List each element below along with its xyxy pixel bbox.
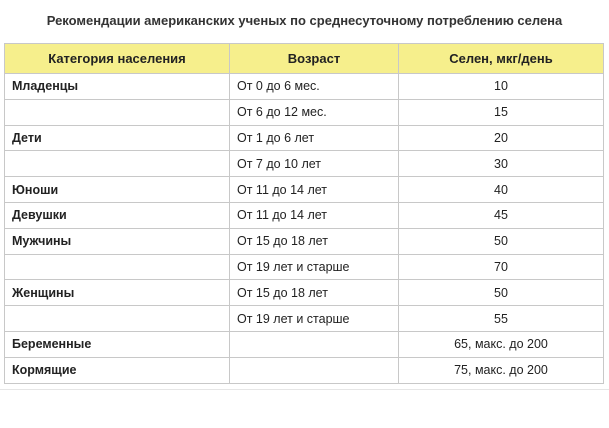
table-cell: 45 [398, 201, 604, 229]
table-cell: От 15 до 18 лет [229, 279, 399, 307]
table-cell: Юноши [4, 176, 230, 203]
header-row: Категория населения Возраст Селен, мкг/ден… [4, 43, 604, 74]
table-cell: 65, макс. до 200 [398, 330, 604, 358]
table-body: Младенцы От 0 до 6 мес. 10 От 6 до 12 мес. 1… [4, 73, 604, 384]
table-row: Кормящие 75, макс. до 200 [4, 356, 604, 384]
table-cell: От 19 лет и старше [229, 253, 399, 281]
table-cell: Девушки [4, 201, 230, 229]
table-cell: 50 [398, 227, 604, 255]
table-cell: От 11 до 14 лет [229, 201, 399, 229]
table-cell [229, 330, 399, 358]
table-row: От 19 лет и старше 70 [4, 253, 604, 281]
table-row: Мужчины От 15 до 18 лет 50 [4, 227, 604, 255]
table-cell: Мужчины [4, 227, 230, 255]
table-cell: 40 [398, 176, 604, 203]
table-cell: От 11 до 14 лет [229, 176, 399, 203]
table-cell: 70 [398, 253, 604, 281]
table-cell: 50 [398, 279, 604, 307]
table-cell: Дети [4, 124, 230, 152]
table-cell: 30 [398, 150, 604, 178]
table-cell [4, 98, 230, 126]
table-cell [4, 150, 230, 178]
table-row: Женщины От 15 до 18 лет 50 [4, 279, 604, 307]
table-row: От 19 лет и старше 55 [4, 305, 604, 332]
table-cell: Кормящие [4, 356, 230, 384]
table-cell: От 19 лет и старше [229, 305, 399, 332]
table-cell: 75, макс. до 200 [398, 356, 604, 384]
table-cell: От 0 до 6 мес. [229, 73, 399, 100]
table-row: Дети От 1 до 6 лет 20 [4, 124, 604, 152]
table-row: Юноши От 11 до 14 лет 40 [4, 176, 604, 203]
table-cell: 20 [398, 124, 604, 152]
table-cell: Младенцы [4, 73, 230, 100]
table-cell [229, 356, 399, 384]
table-row: От 6 до 12 мес. 15 [4, 98, 604, 126]
table-cell: 10 [398, 73, 604, 100]
table-row: Беременные 65, макс. до 200 [4, 330, 604, 358]
table-cell: Женщины [4, 279, 230, 307]
table-cell: Беременные [4, 330, 230, 358]
table-cell [4, 253, 230, 281]
divider [0, 389, 609, 390]
table-cell [4, 305, 230, 332]
header-cell: Возраст [229, 43, 399, 74]
table-cell: 55 [398, 305, 604, 332]
table-cell: От 6 до 12 мес. [229, 98, 399, 126]
table-cell: От 7 до 10 лет [229, 150, 399, 178]
header-cell: Селен, мкг/день [398, 43, 604, 74]
table-cell: От 15 до 18 лет [229, 227, 399, 255]
title: Рекомендации американских ученых по сред… [46, 13, 563, 28]
table-header: Категория населения Возраст Селен, мкг/ден… [4, 43, 604, 74]
table-row: От 7 до 10 лет 30 [4, 150, 604, 178]
table-cell: От 1 до 6 лет [229, 124, 399, 152]
table-row: Младенцы От 0 до 6 мес. 10 [4, 73, 604, 100]
header-cell: Категория населения [4, 43, 230, 74]
table: Категория населения Возраст Селен, мкг/ден… [4, 43, 604, 384]
table-cell: 15 [398, 98, 604, 126]
table-row: Девушки От 11 до 14 лет 45 [4, 201, 604, 229]
